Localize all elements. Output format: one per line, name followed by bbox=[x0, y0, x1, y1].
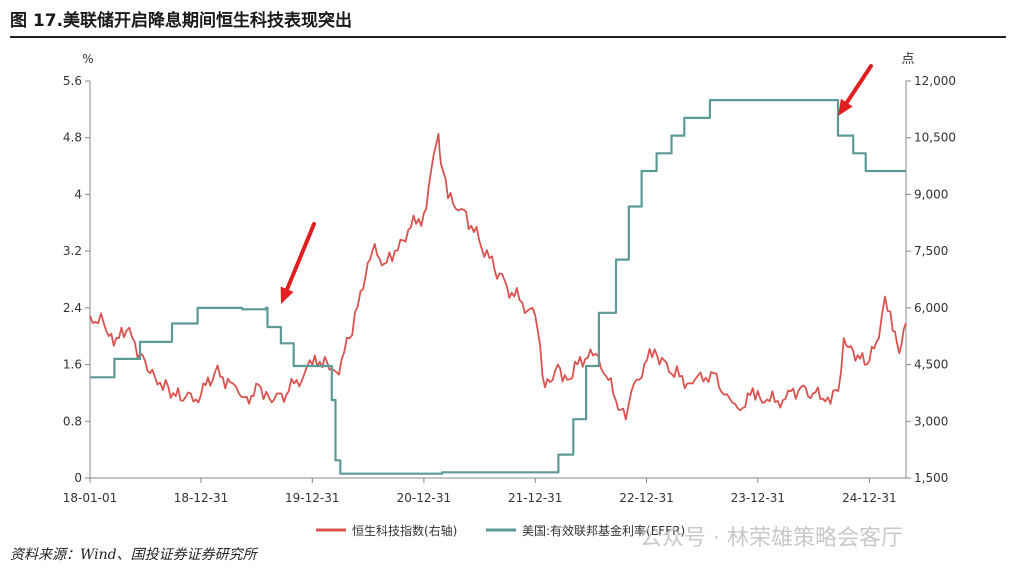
x-tick-label: 19-12-31 bbox=[285, 491, 339, 505]
annotation-arrows bbox=[280, 64, 873, 304]
left-tick-label: 0 bbox=[74, 471, 82, 485]
x-tick-label: 22-12-31 bbox=[619, 491, 673, 505]
right-tick-label: 4,500 bbox=[914, 358, 948, 372]
right-tick-label: 10,500 bbox=[914, 131, 956, 145]
series-layer bbox=[89, 99, 907, 475]
right-tick-label: 6,000 bbox=[914, 301, 948, 315]
legend-label-effr: 美国:有效联邦基金利率(EFFR) bbox=[522, 523, 685, 538]
left-tick-label: 2.4 bbox=[63, 301, 82, 315]
source-note: 资料来源：Wind、国投证券证券研究所 bbox=[10, 547, 257, 563]
arrow-2024-cuts-head bbox=[838, 98, 853, 116]
chart-title: 图 17.美联储开启降息期间恒生科技表现突出 bbox=[10, 11, 353, 31]
left-tick-label: 1.6 bbox=[63, 358, 82, 372]
x-tick-label: 18-12-31 bbox=[174, 491, 228, 505]
right-tick-label: 1,500 bbox=[914, 471, 948, 485]
left-axis-unit: % bbox=[82, 52, 93, 66]
right-axis-unit: 点 bbox=[901, 52, 914, 67]
right-tick-label: 3,000 bbox=[914, 414, 948, 428]
series-line-hstech bbox=[89, 133, 907, 421]
x-tick-label: 23-12-31 bbox=[731, 491, 785, 505]
left-tick-label: 4 bbox=[74, 187, 82, 201]
arrow-2019-cuts-shaft bbox=[285, 222, 316, 292]
right-tick-label: 9,000 bbox=[914, 187, 948, 201]
legend: 恒生科技指数(右轴) 美国:有效联邦基金利率(EFFR) bbox=[316, 523, 685, 538]
x-tick-label: 20-12-31 bbox=[397, 491, 451, 505]
right-tick-label: 7,500 bbox=[914, 244, 948, 258]
left-tick-label: 4.8 bbox=[63, 131, 82, 145]
arrow-2019-cuts-head bbox=[280, 286, 294, 304]
title-divider bbox=[10, 36, 1006, 38]
axes-layer: % 点 0 0.8 1.6 2.4 3.2 4 4.8 5.6 1,500 3,000 4,500 6,0… bbox=[63, 52, 956, 505]
watermark: 公众号 · 林荣雄策略会客厅 bbox=[640, 526, 903, 551]
right-tick-label: 12,000 bbox=[914, 74, 956, 88]
left-tick-label: 0.8 bbox=[63, 414, 82, 428]
series-line-effr bbox=[90, 99, 906, 475]
left-tick-label: 5.6 bbox=[63, 74, 82, 88]
left-tick-label: 3.2 bbox=[63, 244, 82, 258]
legend-label-hstech: 恒生科技指数(右轴) bbox=[352, 523, 457, 538]
arrow-2024-cuts-shaft bbox=[844, 64, 873, 105]
x-tick-label: 18-01-01 bbox=[63, 491, 117, 505]
x-tick-label: 21-12-31 bbox=[508, 491, 562, 505]
x-tick-label: 24-12-31 bbox=[842, 491, 896, 505]
